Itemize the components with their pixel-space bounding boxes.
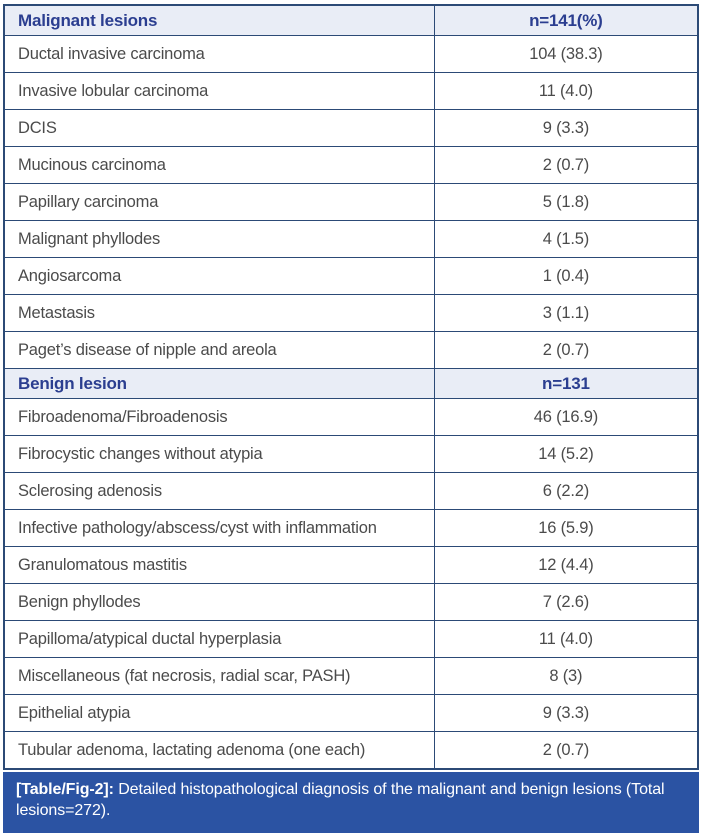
- table-row: Infective pathology/abscess/cyst with in…: [3, 509, 699, 547]
- table-row: Paget’s disease of nipple and areola 2 (0…: [3, 331, 699, 369]
- diagnosis-value: 2 (0.7): [433, 146, 699, 184]
- diagnosis-label: Miscellaneous (fat necrosis, radial scar…: [3, 657, 435, 695]
- diagnosis-value: 5 (1.8): [433, 183, 699, 221]
- section-count: n=141(%): [433, 4, 699, 36]
- diagnosis-label: Angiosarcoma: [3, 257, 435, 295]
- diagnosis-label: Malignant phyllodes: [3, 220, 435, 258]
- diagnosis-label: Ductal invasive carcinoma: [3, 35, 435, 73]
- section-header-row: Benign lesion n=131: [3, 368, 699, 399]
- diagnosis-value: 11 (4.0): [433, 72, 699, 110]
- diagnosis-label: Papilloma/atypical ductal hyperplasia: [3, 620, 435, 658]
- diagnosis-label: Papillary carcinoma: [3, 183, 435, 221]
- table-row: Tubular adenoma, lactating adenoma (one …: [3, 731, 699, 770]
- table-row: Malignant phyllodes 4 (1.5): [3, 220, 699, 258]
- table-row: Fibrocystic changes without atypia 14 (5.…: [3, 435, 699, 473]
- table-row: Invasive lobular carcinoma 11 (4.0): [3, 72, 699, 110]
- diagnosis-label: Metastasis: [3, 294, 435, 332]
- diagnosis-label: Benign phyllodes: [3, 583, 435, 621]
- table-row: Fibroadenoma/Fibroadenosis 46 (16.9): [3, 398, 699, 436]
- section-header-row: Malignant lesions n=141(%): [3, 4, 699, 36]
- section-count: n=131: [433, 368, 699, 399]
- diagnosis-label: Epithelial atypia: [3, 694, 435, 732]
- diagnosis-value: 104 (38.3): [433, 35, 699, 73]
- caption-tag: [Table/Fig-2]:: [16, 781, 114, 798]
- diagnosis-value: 11 (4.0): [433, 620, 699, 658]
- table-row: Granulomatous mastitis 12 (4.4): [3, 546, 699, 584]
- table-row: DCIS 9 (3.3): [3, 109, 699, 147]
- table-row: Sclerosing adenosis 6 (2.2): [3, 472, 699, 510]
- diagnosis-value: 2 (0.7): [433, 731, 699, 770]
- diagnosis-label: Granulomatous mastitis: [3, 546, 435, 584]
- table-row: Papillary carcinoma 5 (1.8): [3, 183, 699, 221]
- table-row: Benign phyllodes 7 (2.6): [3, 583, 699, 621]
- diagnosis-value: 46 (16.9): [433, 398, 699, 436]
- diagnosis-value: 8 (3): [433, 657, 699, 695]
- section-title: Benign lesion: [3, 368, 435, 399]
- diagnosis-label: Sclerosing adenosis: [3, 472, 435, 510]
- table-row: Papilloma/atypical ductal hyperplasia 11 …: [3, 620, 699, 658]
- table-row: Angiosarcoma 1 (0.4): [3, 257, 699, 295]
- diagnosis-value: 9 (3.3): [433, 694, 699, 732]
- diagnosis-value: 4 (1.5): [433, 220, 699, 258]
- diagnosis-label: Infective pathology/abscess/cyst with in…: [3, 509, 435, 547]
- diagnosis-label: Mucinous carcinoma: [3, 146, 435, 184]
- diagnosis-value: 7 (2.6): [433, 583, 699, 621]
- diagnosis-label: Paget’s disease of nipple and areola: [3, 331, 435, 369]
- diagnosis-value: 16 (5.9): [433, 509, 699, 547]
- diagnosis-label: Tubular adenoma, lactating adenoma (one …: [3, 731, 435, 770]
- table-body: Malignant lesions n=141(%) Ductal invasive…: [3, 4, 699, 770]
- diagnosis-value: 14 (5.2): [433, 435, 699, 473]
- diagnosis-value: 12 (4.4): [433, 546, 699, 584]
- diagnosis-value: 9 (3.3): [433, 109, 699, 147]
- histopathology-table: Malignant lesions n=141(%) Ductal invasive…: [3, 4, 699, 770]
- table-caption: [Table/Fig-2]: Detailed histopathologica…: [3, 772, 699, 833]
- diagnosis-value: 1 (0.4): [433, 257, 699, 295]
- diagnosis-label: Fibrocystic changes without atypia: [3, 435, 435, 473]
- diagnosis-label: DCIS: [3, 109, 435, 147]
- table-row: Metastasis 3 (1.1): [3, 294, 699, 332]
- diagnosis-value: 6 (2.2): [433, 472, 699, 510]
- table-row: Miscellaneous (fat necrosis, radial scar…: [3, 657, 699, 695]
- table-row: Epithelial atypia 9 (3.3): [3, 694, 699, 732]
- diagnosis-value: 2 (0.7): [433, 331, 699, 369]
- diagnosis-value: 3 (1.1): [433, 294, 699, 332]
- section-title: Malignant lesions: [3, 4, 435, 36]
- diagnosis-label: Fibroadenoma/Fibroadenosis: [3, 398, 435, 436]
- table-row: Mucinous carcinoma 2 (0.7): [3, 146, 699, 184]
- table-row: Ductal invasive carcinoma 104 (38.3): [3, 35, 699, 73]
- caption-text: Detailed histopathological diagnosis of …: [16, 781, 665, 819]
- diagnosis-label: Invasive lobular carcinoma: [3, 72, 435, 110]
